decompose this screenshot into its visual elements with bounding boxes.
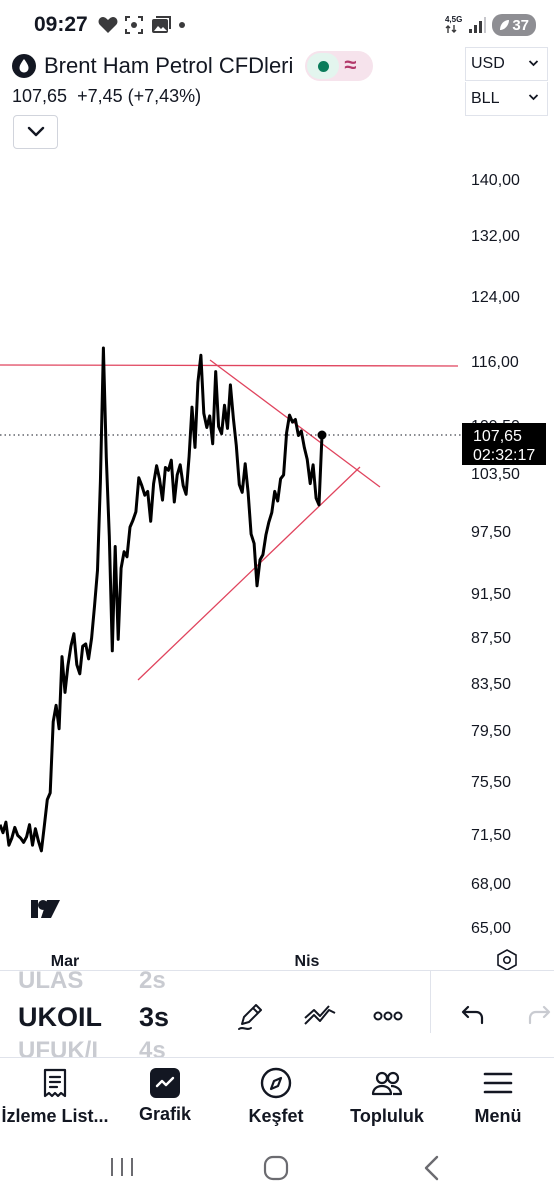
expand-button[interactable] (13, 115, 58, 149)
price-axis-tick: 132,00 (471, 228, 520, 245)
symbol-prev[interactable]: ULAS (18, 971, 84, 994)
network-type: 4,5G (445, 15, 462, 36)
market-status-badge[interactable]: ≈ (305, 51, 374, 81)
price-axis-tick: 71,50 (471, 827, 511, 844)
compass-icon (260, 1067, 292, 1099)
tradingview-logo-icon[interactable] (17, 900, 60, 918)
nav-watchlist[interactable]: İzleme List... (0, 1066, 115, 1127)
back-icon[interactable] (423, 1155, 441, 1181)
interval-next[interactable]: 4s (139, 1037, 166, 1058)
last-price-label: 107,65 02:32:17 (462, 423, 546, 465)
symbol-current[interactable]: UKOIL (18, 1002, 102, 1032)
chart-toolbar: ULAS UKOIL UFUK/I 2s 3s 4s (0, 970, 554, 1058)
recent-apps-icon[interactable] (109, 1156, 135, 1178)
watchlist-icon (43, 1068, 67, 1098)
price-axis-tick: 87,50 (471, 630, 511, 647)
market-open-dot-icon (318, 61, 330, 72)
toolbar-divider (430, 971, 431, 1033)
nav-explore[interactable]: Keşfet (216, 1066, 336, 1127)
chevron-down-icon (528, 94, 539, 101)
price-axis-tick: 140,00 (471, 172, 520, 189)
oil-drop-icon (12, 54, 36, 78)
unit-select[interactable]: BLL (465, 82, 548, 116)
heart-icon (98, 17, 118, 33)
status-bar: 09:27 4,5G 37 (0, 0, 554, 52)
delayed-data-icon: ≈ (344, 52, 357, 77)
time-axis-tick: Mar (51, 953, 79, 970)
more-options-icon[interactable] (372, 1000, 404, 1032)
interval-current[interactable]: 3s (139, 1002, 170, 1032)
gallery-icon (152, 16, 171, 33)
community-icon (371, 1071, 403, 1096)
price-line-series (0, 346, 324, 853)
home-icon[interactable] (263, 1155, 289, 1181)
nav-community[interactable]: Topluluk (327, 1066, 447, 1127)
chart-canvas[interactable]: 109,50140,00132,00124,00116,00103,5097,5… (0, 150, 554, 980)
price-change: +7,45 (77, 86, 123, 106)
data-arrows-icon (445, 24, 457, 33)
price-axis-tick: 75,50 (471, 774, 511, 791)
interval-picker[interactable]: 2s 3s 4s (139, 971, 199, 1058)
screenshot-icon (125, 16, 143, 34)
notification-dot-icon (179, 22, 185, 28)
battery-indicator: 37 (492, 14, 536, 36)
last-price-label-value: 107,65 (473, 428, 522, 445)
price-axis-tick: 97,50 (471, 524, 511, 541)
resistance-trendline[interactable] (0, 364, 459, 367)
price-axis-tick: 103,50 (471, 466, 520, 483)
nav-menu-label: Menü (474, 1106, 522, 1126)
drawing-pen-icon[interactable] (235, 1000, 267, 1032)
time-axis-tick: Nis (295, 953, 320, 970)
nav-watchlist-label: İzleme List... (1, 1106, 109, 1126)
price-axis-tick: 79,50 (471, 723, 511, 740)
bottom-navigation: İzleme List... Grafik Keşfet Topluluk Me… (0, 1058, 554, 1136)
nav-menu[interactable]: Menü (438, 1066, 554, 1127)
price-change-percent: (+7,43%) (127, 86, 202, 106)
chevron-down-icon (27, 126, 45, 137)
trendline-tool-icon[interactable] (302, 1000, 338, 1032)
signal-icon (469, 17, 487, 33)
symbol-header[interactable]: Brent Ham Petrol CFDleri ≈ (12, 51, 374, 81)
nav-chart-label: Grafik (138, 1104, 192, 1124)
symbol-picker[interactable]: ULAS UKOIL UFUK/I (18, 971, 138, 1058)
currency-select[interactable]: USD (465, 47, 548, 81)
last-price: 107,65 (12, 86, 68, 106)
chart-settings-icon[interactable] (497, 949, 517, 971)
symbol-title[interactable]: Brent Ham Petrol CFDleri (44, 53, 294, 78)
status-time: 09:27 (34, 13, 88, 36)
undo-icon[interactable] (456, 1000, 488, 1032)
system-navigation-bar (0, 1136, 554, 1200)
chevron-down-icon (528, 60, 539, 67)
price-axis-tick: 124,00 (471, 289, 520, 306)
price-axis-tick: 91,50 (471, 586, 511, 603)
nav-community-label: Topluluk (350, 1106, 424, 1126)
price-axis-tick: 68,00 (471, 876, 511, 893)
chart-icon (150, 1068, 180, 1098)
interval-prev[interactable]: 2s (139, 971, 166, 994)
price-axis-tick: 116,00 (471, 354, 519, 371)
hamburger-menu-icon (483, 1072, 513, 1094)
last-price-dot (317, 430, 327, 440)
battery-saver-icon (500, 20, 510, 30)
symbol-next[interactable]: UFUK/I (18, 1037, 98, 1058)
nav-chart[interactable]: Grafik (105, 1066, 225, 1125)
nav-explore-label: Keşfet (248, 1106, 304, 1126)
price-summary: 107,65 +7,45 (+7,43%) (12, 86, 201, 107)
price-axis-tick: 83,50 (471, 676, 511, 693)
ascending-trendline[interactable] (137, 466, 361, 681)
unit-selectors: USD BLL (453, 44, 554, 117)
price-axis-tick: 65,00 (471, 920, 511, 937)
price-chart[interactable]: 109,50140,00132,00124,00116,00103,5097,5… (0, 150, 554, 980)
redo-icon[interactable] (524, 1000, 554, 1032)
time-axis[interactable]: Mar Nis (51, 953, 320, 970)
countdown-label: 02:32:17 (473, 447, 535, 464)
price-axis[interactable]: 109,50140,00132,00124,00116,00103,5097,5… (471, 172, 520, 937)
